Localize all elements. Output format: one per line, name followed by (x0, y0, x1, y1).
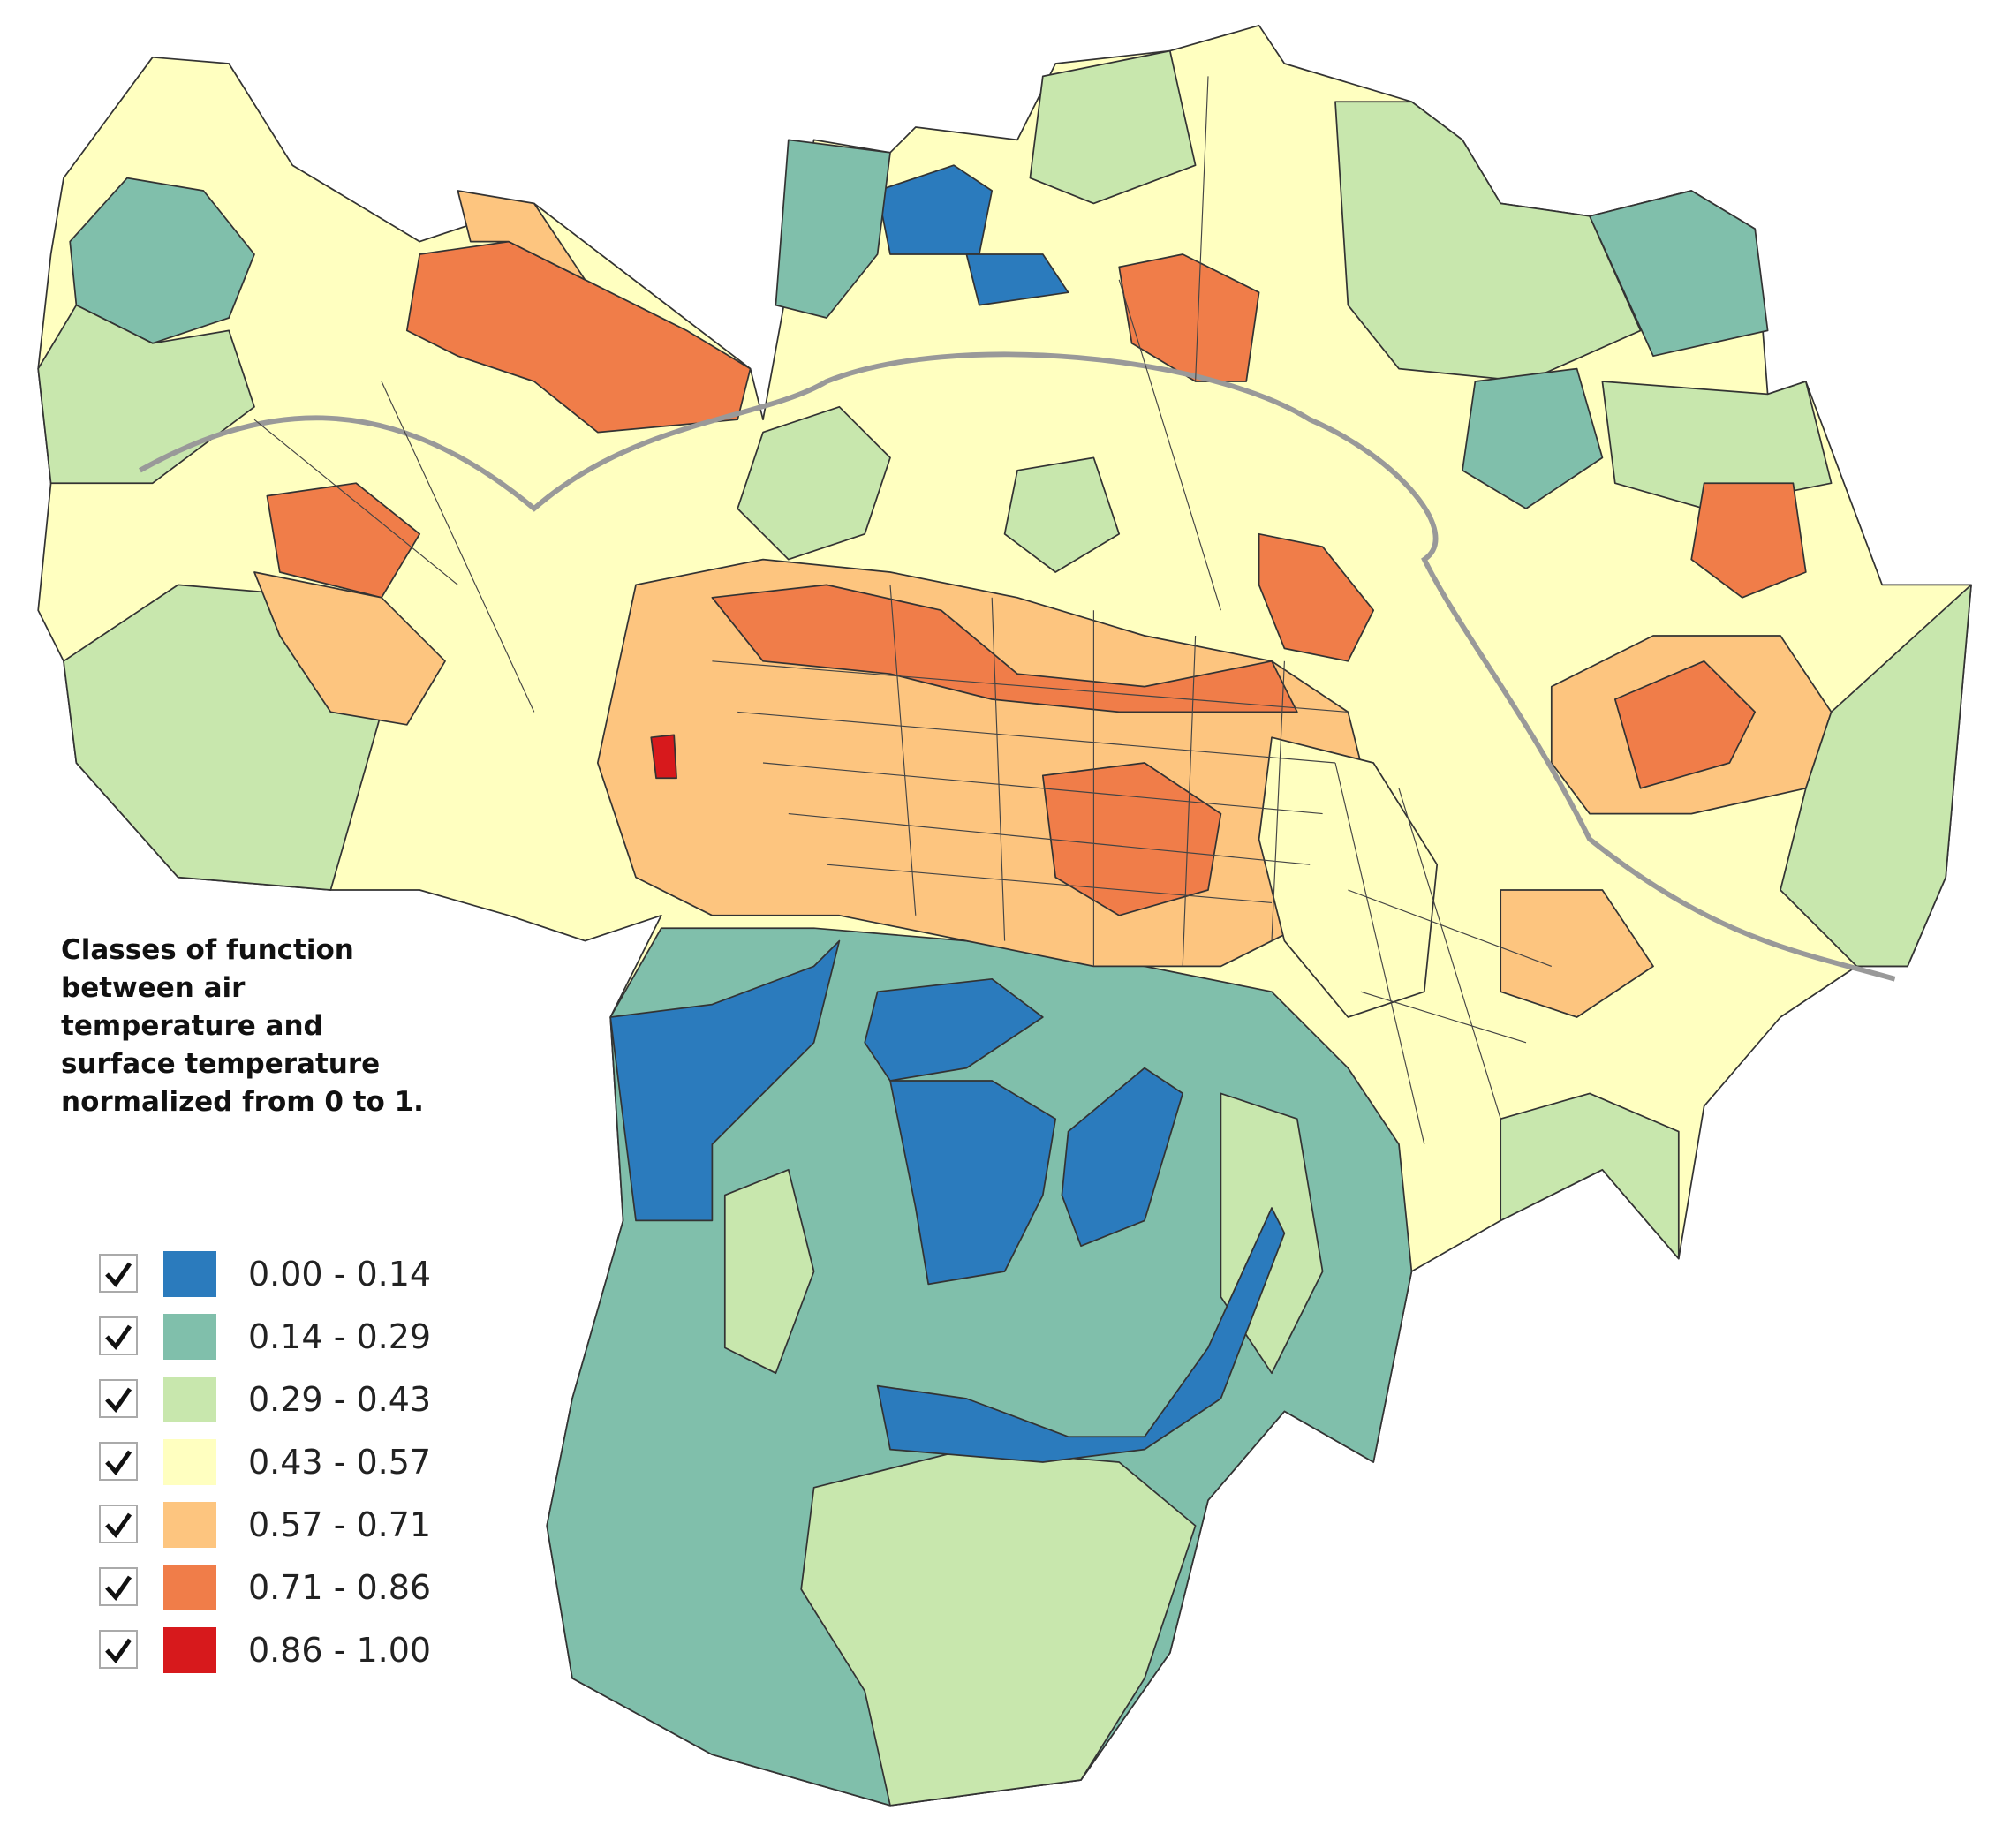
region (775, 139, 891, 319)
region (1118, 253, 1260, 382)
legend-item: 0.29 - 0.43 (99, 1377, 431, 1422)
legend-item: 0.57 - 0.71 (99, 1502, 431, 1548)
streets (253, 76, 1553, 1145)
region (711, 584, 1298, 713)
region (876, 164, 994, 255)
region (37, 304, 255, 485)
checkbox (99, 1379, 138, 1418)
region (737, 405, 891, 561)
legend-swatch (163, 1439, 216, 1485)
region (723, 1168, 815, 1375)
checkbox (99, 1567, 138, 1606)
checkbox (99, 1505, 138, 1543)
checkbox (99, 1254, 138, 1293)
region (965, 253, 1069, 306)
legend-item: 0.86 - 1.00 (99, 1627, 431, 1673)
region (1003, 456, 1121, 573)
legend-item: 0.43 - 0.57 (99, 1439, 431, 1485)
region (253, 571, 446, 726)
legend-label: 0.29 - 0.43 (248, 1380, 431, 1419)
region (1061, 1067, 1184, 1248)
legend-title: between air (61, 972, 246, 1004)
legend-title: surface temperature (61, 1048, 380, 1080)
checkmark (105, 1638, 132, 1664)
region (1029, 49, 1197, 205)
region (1589, 190, 1769, 358)
legend-title: Classes of function (61, 934, 354, 966)
region (266, 482, 421, 599)
legend-label: 0.00 - 0.14 (248, 1255, 431, 1294)
region (889, 1080, 1057, 1286)
region (1462, 367, 1604, 509)
legend-swatch (163, 1314, 216, 1360)
region (876, 1207, 1286, 1463)
legend-swatch (163, 1502, 216, 1548)
region (1041, 762, 1222, 916)
region (650, 734, 677, 780)
legend-item: 0.00 - 0.14 (99, 1251, 431, 1297)
checkmark (105, 1512, 132, 1539)
checkmark (105, 1387, 132, 1414)
region (864, 977, 1044, 1082)
region (609, 939, 841, 1222)
checkmark (105, 1262, 132, 1288)
legend: Classes of function between air temperatur… (61, 934, 431, 1673)
legend-swatch (163, 1251, 216, 1297)
checkmark (105, 1575, 132, 1602)
checkbox (99, 1630, 138, 1669)
region (1500, 1092, 1680, 1260)
legend-swatch (163, 1377, 216, 1422)
region (1613, 660, 1757, 789)
legend-swatch (163, 1565, 216, 1610)
checkmark (105, 1450, 132, 1476)
legend-label: 0.57 - 0.71 (248, 1505, 431, 1544)
region (1258, 736, 1439, 1018)
legend-label: 0.71 - 0.86 (248, 1568, 431, 1607)
region (1780, 584, 1972, 968)
legend-item: 0.71 - 0.86 (99, 1565, 431, 1610)
region (1258, 532, 1375, 662)
legend-title: normalized from 0 to 1. (61, 1086, 424, 1118)
legend-item: 0.14 - 0.29 (99, 1314, 431, 1360)
road (139, 351, 1896, 982)
region (1334, 101, 1642, 382)
legend-label: 0.43 - 0.57 (248, 1443, 431, 1482)
region (1690, 482, 1807, 599)
region (1601, 381, 1833, 509)
checkmark (105, 1324, 132, 1351)
legend-label: 0.86 - 1.00 (248, 1631, 431, 1670)
map (37, 24, 1972, 1807)
region (546, 927, 1413, 1807)
legend-swatch (163, 1627, 216, 1673)
checkbox (99, 1316, 138, 1355)
region (457, 190, 586, 281)
legend-title: temperature and (61, 1010, 323, 1042)
legend-label: 0.14 - 0.29 (248, 1317, 431, 1356)
region (1500, 889, 1654, 1018)
checkbox (99, 1442, 138, 1481)
